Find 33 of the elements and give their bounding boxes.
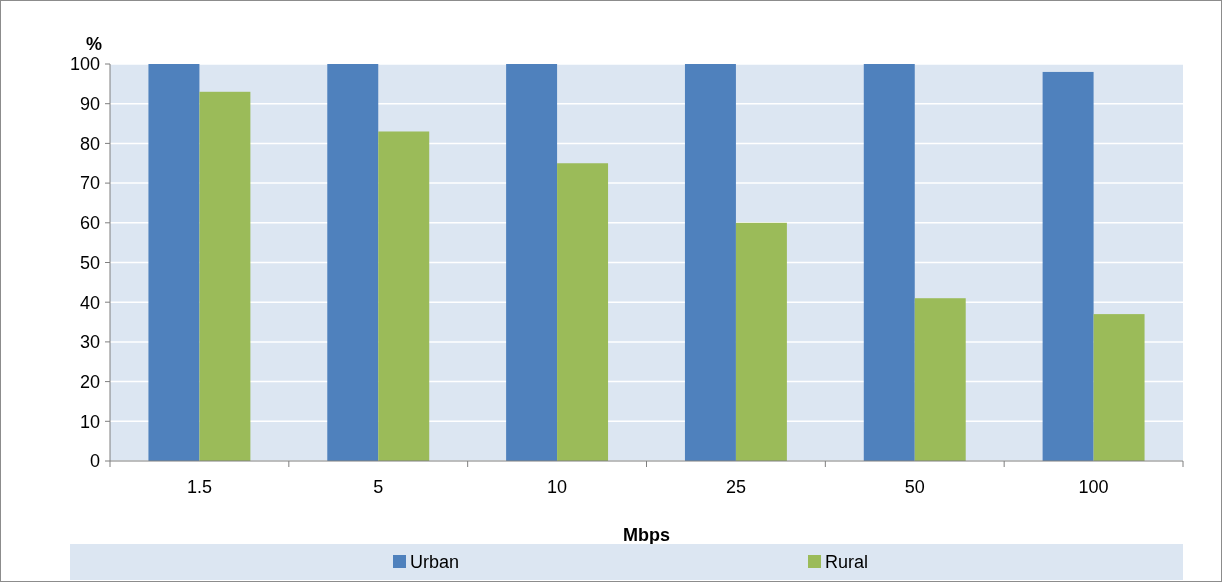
x-tick-label: 10 (547, 477, 568, 497)
y-tick-label: 70 (79, 173, 100, 194)
y-tick-label: 60 (79, 213, 100, 234)
bar (684, 64, 736, 461)
legend-label: Urban (410, 552, 460, 573)
bar (199, 91, 251, 461)
x-tick-label: 5 (373, 477, 384, 497)
x-axis-title: Mbps (623, 525, 670, 545)
bar (327, 64, 379, 461)
y-tick-label: 50 (79, 252, 100, 273)
y-tick-label: 20 (79, 371, 100, 392)
bar (1042, 71, 1094, 461)
y-tick-label: 90 (79, 94, 100, 114)
x-tick-label: 50 (904, 477, 925, 497)
bar (914, 298, 966, 461)
y-tick-label: 10 (79, 411, 100, 432)
y-tick-label: 30 (79, 332, 100, 353)
legend-label: Rural (825, 552, 869, 573)
x-tick-label: 25 (725, 477, 746, 497)
y-tick-label: 80 (79, 133, 100, 154)
bar (735, 222, 787, 461)
bar (863, 64, 915, 461)
y-tick-label: 40 (79, 292, 100, 313)
bar (148, 64, 200, 461)
bar (506, 64, 558, 461)
bar (557, 163, 609, 461)
y-tick-label: 100 (69, 54, 100, 75)
x-tick-label: 1.5 (186, 477, 212, 497)
y-axis-title: % (85, 34, 102, 54)
y-tick-label: 0 (89, 451, 100, 472)
bar (378, 131, 430, 461)
x-tick-label: 100 (1078, 477, 1109, 497)
bar (1093, 314, 1145, 461)
